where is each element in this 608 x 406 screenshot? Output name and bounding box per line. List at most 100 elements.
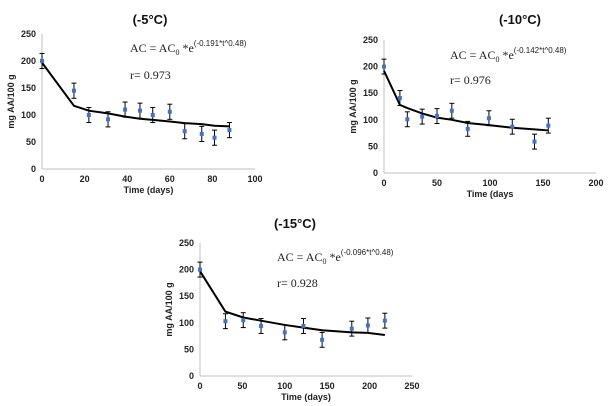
data-point [182,129,187,134]
data-point [212,135,217,140]
data-point [241,318,246,323]
chart-title: (-15°C) [274,216,316,231]
x-axis-label: Time (days) [281,392,331,402]
y-tick-label: 100 [21,110,36,120]
data-point [86,113,91,117]
x-tick-label: 80 [207,174,217,184]
equation-lhs: AC = AC [450,48,495,62]
data-point [486,116,491,121]
equation-lhs: AC = AC [130,41,175,55]
y-tick-label: 250 [363,35,378,45]
equation-lhs: AC = AC [277,250,322,264]
y-tick-label: 250 [179,238,194,248]
x-tick-label: 0 [39,174,44,184]
y-tick-label: 50 [368,141,378,151]
data-point [259,323,264,328]
equation-exponent: (-0.096*t^0.48) [341,248,394,257]
data-point [465,126,470,131]
data-point [546,123,551,128]
y-axis-label: mg AA/100 g [6,74,16,128]
data-point [150,113,155,117]
data-point [397,95,402,100]
data-point [199,131,204,136]
data-point [106,117,111,122]
y-tick-label: 0 [189,371,194,381]
y-tick-label: 150 [179,291,194,301]
chart-0: 0 50 100 150 200 250 0 20 40 60 80 100 Time (days) mg… [6,12,263,195]
x-tick-label: 50 [237,381,247,391]
chart-1: 0 50 100 150 200 250 0 50 100 150 200 Time (days mg … [348,12,604,199]
y-axis-label: mg AA/100 g [348,79,358,133]
data-point [227,128,232,133]
chart-title: (-5°C) [133,12,168,27]
x-tick-label: 50 [432,178,442,188]
data-point [382,64,386,69]
x-tick-label: 0 [381,178,386,188]
y-tick-label: 200 [21,56,36,66]
data-point [137,108,142,113]
equation-mid: *e [326,250,340,264]
y-tick-label: 0 [373,168,378,178]
y-tick-label: 100 [363,115,378,125]
data-point [382,318,387,323]
y-tick-label: 150 [21,83,36,93]
y-axis-label: mg AA/100 g [164,282,174,336]
r-value-label: r= 0.973 [130,68,171,82]
data-point [420,114,425,119]
chart-title: (-10°C) [499,12,541,27]
equation-exponent: (-0.142*t^0.48) [514,46,567,55]
data-point [320,337,325,342]
data-point [349,326,354,331]
fit-line [41,62,230,128]
data-point [301,323,306,328]
y-tick-label: 100 [179,318,194,328]
equation-subscript: 0 [322,257,326,266]
data-point [71,88,76,93]
r-value-label: r= 0.928 [277,276,318,290]
data-point [405,117,410,122]
x-tick-label: 200 [362,381,377,391]
equation-mid: *e [179,41,193,55]
data-point [282,330,287,335]
y-tick-label: 50 [26,137,36,147]
equation-label: AC = AC0 *e(-0.142*t^0.48) [450,46,567,64]
x-tick-label: 0 [197,381,202,391]
data-point [40,59,44,63]
y-tick-label: 150 [363,88,378,98]
data-point [198,267,202,272]
x-tick-label: 200 [588,178,603,188]
equation-subscript: 0 [175,48,179,57]
equation-exponent: (-0.191*t^0.48) [194,39,247,48]
x-tick-label: 40 [122,174,132,184]
y-tick-label: 200 [363,62,378,72]
equation-mid: *e [499,48,513,62]
chart-2: 0 50 100 150 200 250 0 50 100 150 200 250 Time (days… [164,216,420,402]
data-point [167,109,172,114]
y-tick-label: 0 [31,164,36,174]
x-tick-label: 20 [80,174,90,184]
fit-line [199,270,385,337]
x-tick-label: 150 [320,381,335,391]
x-tick-label: 60 [165,174,175,184]
data-point [365,323,370,328]
y-tick-label: 200 [179,265,194,275]
x-tick-label: 150 [535,178,550,188]
r-value-label: r= 0.976 [450,73,491,87]
data-point [435,114,439,119]
x-tick-label: 100 [482,178,497,188]
x-tick-label: 100 [277,381,292,391]
data-point [223,319,228,324]
x-tick-label: 250 [404,381,419,391]
equation-label: AC = AC0 *e(-0.096*t^0.48) [277,248,394,266]
x-tick-label: 100 [247,174,262,184]
data-point [510,124,515,129]
fit-line [383,70,549,132]
x-axis-label: Time (days [467,189,514,199]
data-point [449,108,454,113]
data-point [532,139,537,144]
y-tick-label: 50 [184,344,194,354]
equation-subscript: 0 [495,55,499,64]
y-tick-label: 250 [21,29,36,39]
data-point [123,107,128,112]
